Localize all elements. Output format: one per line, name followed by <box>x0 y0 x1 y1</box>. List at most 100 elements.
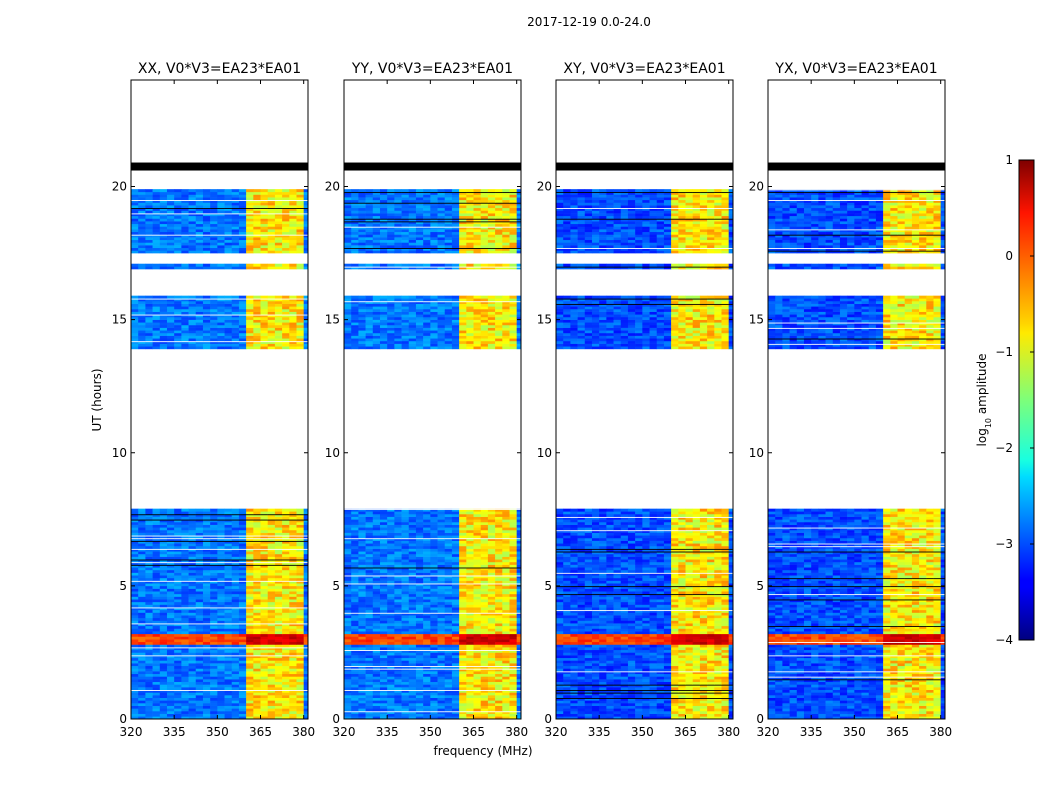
heatmap-cell <box>351 527 359 530</box>
heatmap-cell <box>296 221 304 224</box>
heatmap-cell <box>246 317 254 320</box>
heatmap-cell <box>402 541 410 544</box>
heatmap-cell <box>261 245 269 248</box>
heatmap-cell <box>289 706 297 709</box>
heatmap-cell <box>275 224 283 227</box>
heatmap-cell <box>445 551 453 554</box>
heatmap-cell <box>466 578 474 581</box>
heatmap-cell <box>203 192 211 195</box>
heatmap-cell <box>296 567 304 570</box>
heatmap-cell <box>153 242 161 245</box>
heatmap-cell <box>459 647 467 650</box>
heatmap-cell <box>459 581 467 584</box>
heatmap-cell <box>225 301 233 304</box>
heatmap-cell <box>138 218 146 221</box>
heatmap-cell <box>282 594 290 597</box>
heatmap-cell <box>268 589 276 592</box>
heatmap-cell <box>246 666 254 669</box>
heatmap-cell <box>225 706 233 709</box>
heatmap-cell <box>423 597 431 600</box>
heatmap-cell <box>466 549 474 552</box>
heatmap-cell <box>509 549 517 552</box>
heatmap-cell <box>296 509 304 512</box>
heatmap-cell <box>239 218 247 221</box>
heatmap-cell <box>394 698 402 701</box>
heatmap-cell <box>232 554 240 557</box>
heatmap-cell <box>481 570 489 573</box>
heatmap-cell <box>210 218 218 221</box>
heatmap-cell <box>466 634 474 637</box>
heatmap-cell <box>174 671 182 674</box>
heatmap-cell <box>402 687 410 690</box>
heatmap-cell <box>174 698 182 701</box>
heatmap-cell <box>174 586 182 589</box>
heatmap-cell <box>217 599 225 602</box>
heatmap-cell <box>167 567 175 570</box>
heatmap-cell <box>196 192 204 195</box>
heatmap-cell <box>174 264 182 267</box>
heatmap-cell <box>153 301 161 304</box>
heatmap-cell <box>246 708 254 711</box>
heatmap-cell <box>145 557 153 560</box>
heatmap-cell <box>138 240 146 243</box>
heatmap-cell <box>239 264 247 267</box>
heatmap-cell <box>282 573 290 576</box>
heatmap-cell <box>481 655 489 658</box>
heatmap-cell <box>138 698 146 701</box>
heatmap-cell <box>160 695 168 698</box>
heatmap-cell <box>509 615 517 618</box>
heatmap-cell <box>296 309 304 312</box>
heatmap-cell <box>344 620 352 623</box>
heatmap-cell <box>445 695 453 698</box>
heatmap-cell <box>282 248 290 251</box>
heatmap-cell <box>358 525 366 528</box>
heatmap-cell <box>275 692 283 695</box>
heatmap-cell <box>160 573 168 576</box>
heatmap-cell <box>296 700 304 703</box>
heatmap-cell <box>253 530 261 533</box>
heatmap-cell <box>210 567 218 570</box>
heatmap-cell <box>366 660 374 663</box>
heatmap-cell <box>225 644 233 647</box>
heatmap-cell <box>402 562 410 565</box>
heatmap-cell <box>351 620 359 623</box>
heatmap-cell <box>189 684 197 687</box>
heatmap-cell <box>246 676 254 679</box>
heatmap-cell <box>351 551 359 554</box>
heatmap-cell <box>275 266 283 269</box>
heatmap-cell <box>459 597 467 600</box>
heatmap-cell <box>387 714 395 717</box>
heatmap-cell <box>366 578 374 581</box>
heatmap-cell <box>466 581 474 584</box>
heatmap-cell <box>438 610 446 613</box>
heatmap-cell <box>416 698 424 701</box>
heatmap-cell <box>394 663 402 666</box>
heatmap-cell <box>502 714 510 717</box>
heatmap-cell <box>275 192 283 195</box>
heatmap-cell <box>131 663 139 666</box>
heatmap-cell <box>502 615 510 618</box>
heatmap-cell <box>160 634 168 637</box>
heatmap-cell <box>416 554 424 557</box>
heatmap-cell <box>167 511 175 514</box>
heatmap-cell <box>373 700 381 703</box>
heatmap-cell <box>409 714 417 717</box>
heatmap-cell <box>196 232 204 235</box>
heatmap-cell <box>282 296 290 299</box>
heatmap-cell <box>261 586 269 589</box>
heatmap-cell <box>394 636 402 639</box>
heatmap-cell <box>174 663 182 666</box>
heatmap-cell <box>351 626 359 629</box>
heatmap-cell <box>167 312 175 315</box>
heatmap-cell <box>203 242 211 245</box>
heatmap-cell <box>296 242 304 245</box>
heatmap-cell <box>261 663 269 666</box>
heatmap-cell <box>402 676 410 679</box>
heatmap-cell <box>145 210 153 213</box>
heatmap-cell <box>225 197 233 200</box>
heatmap-cell <box>380 639 388 642</box>
heatmap-cell <box>474 663 482 666</box>
heatmap-cell <box>167 711 175 714</box>
heatmap-cell <box>217 546 225 549</box>
heatmap-cell <box>296 695 304 698</box>
